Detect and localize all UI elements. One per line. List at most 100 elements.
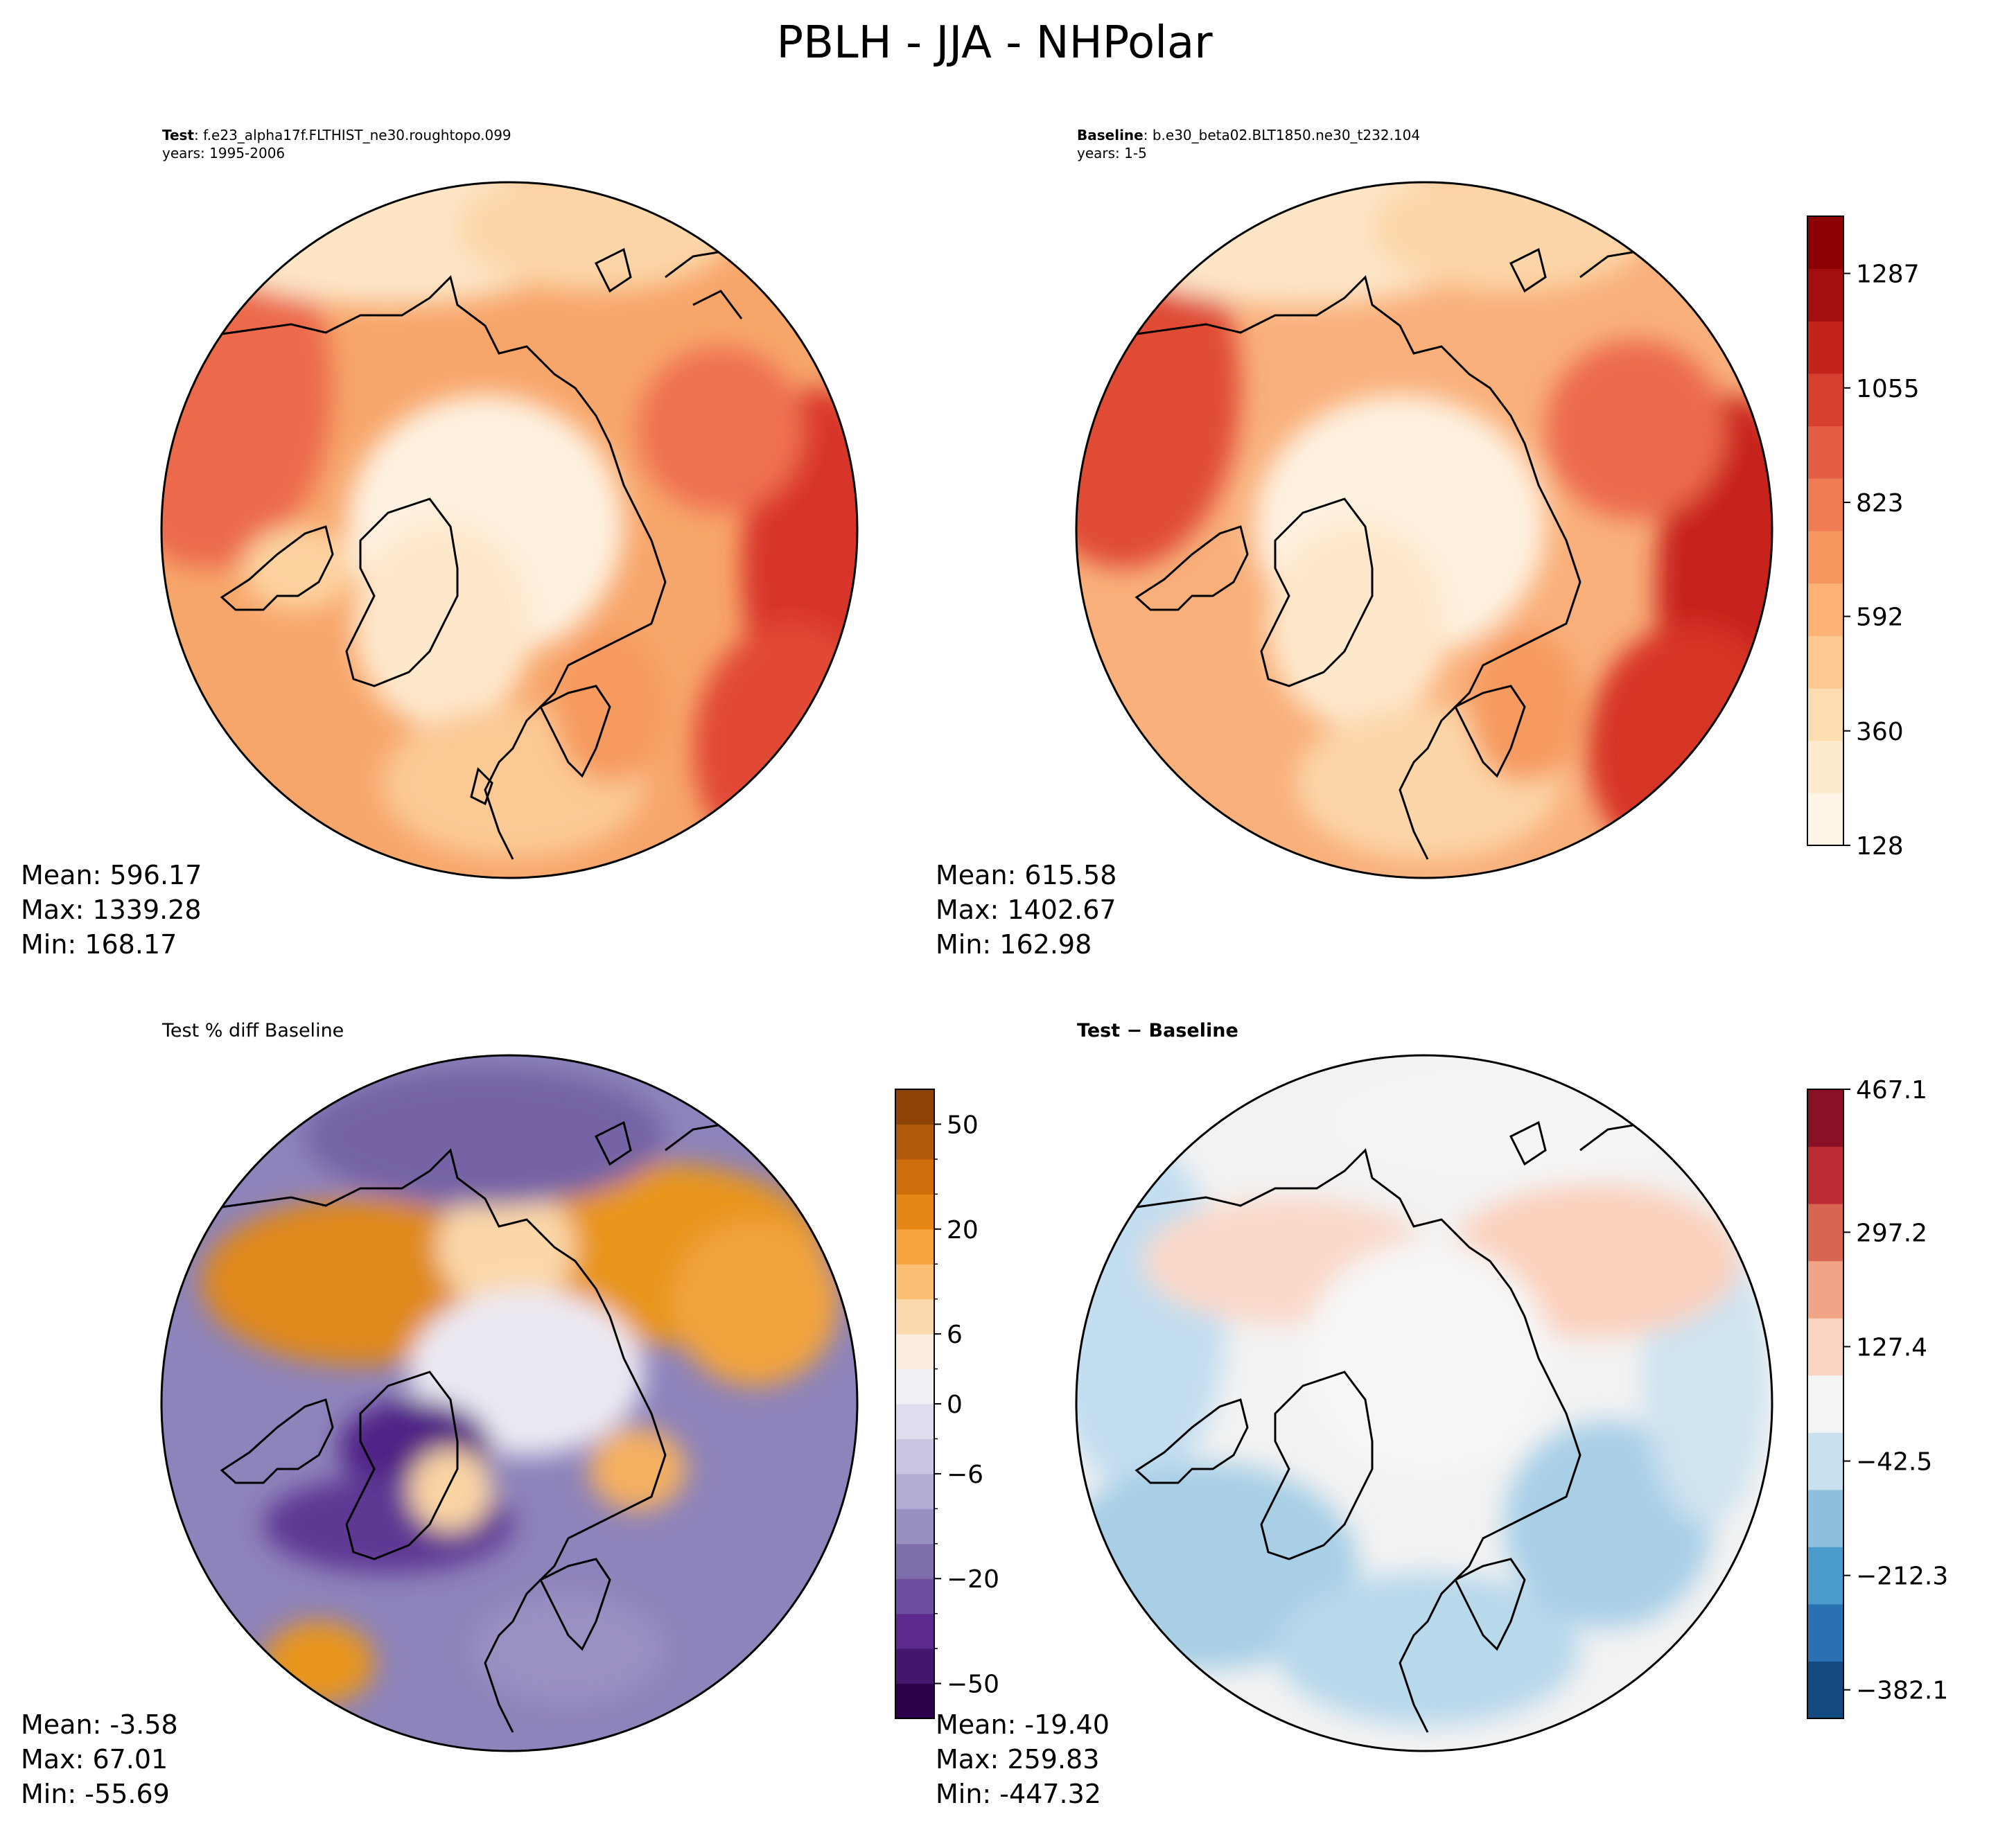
puor-colorbar-tick-label: 6: [947, 1321, 963, 1349]
orrd-colorbar-tick-label: 823: [1856, 489, 1904, 518]
test-field: [161, 182, 857, 873]
rdbu-colorbar-swatch: [1807, 1146, 1843, 1204]
rdbu-colorbar-tick-label: 467.1: [1856, 1076, 1927, 1105]
orrd-colorbar-frame: [1807, 215, 1844, 846]
test-label-bold: Test: [162, 127, 195, 143]
puor-colorbar-swatch: [895, 1508, 934, 1545]
baseline-subtitle: Baseline: b.e30_beta02.BLT1850.ne30_t232…: [1077, 126, 1420, 162]
puor-colorbar-tick-label: 50: [947, 1111, 979, 1139]
rdbu-colorbar-swatch: [1807, 1375, 1843, 1433]
orrd-colorbar-swatch: [1807, 531, 1843, 584]
rdbu-colorbar-swatch: [1807, 1318, 1843, 1376]
figure-title: PBLH - JJA - NHPolar: [776, 17, 1213, 69]
orrd-colorbar-swatch: [1807, 688, 1843, 741]
rdbu-colorbar-frame: [1807, 1089, 1844, 1719]
rdbu-colorbar-swatch: [1807, 1547, 1843, 1605]
orrd-colorbar: 128 360 592 823 1055 1287: [1807, 215, 1920, 861]
puor-colorbar-tick-label: 0: [947, 1391, 963, 1419]
diff-stats: Mean: -19.40 Max: 259.83 Min: -447.32: [936, 1707, 1110, 1811]
rdbu-colorbar-swatch: [1807, 1260, 1843, 1319]
puor-colorbar-tick-label: −6: [947, 1461, 983, 1489]
rdbu-colorbar-swatch: [1807, 1661, 1843, 1719]
orrd-colorbar-tick-label: 360: [1856, 718, 1904, 746]
rdbu-colorbar-tick-label: −42.5: [1856, 1448, 1932, 1477]
orrd-colorbar-swatch: [1807, 740, 1843, 793]
orrd-colorbar-tick-label: 1287: [1856, 261, 1920, 289]
puor-colorbar-tick-label: −50: [947, 1671, 999, 1699]
test-map-border: [160, 181, 859, 879]
puor-colorbar-swatch: [895, 1438, 934, 1475]
puor-colorbar-swatch: [895, 1124, 934, 1160]
baseline-stats: Mean: 615.58 Max: 1402.67 Min: 162.98: [936, 858, 1116, 962]
puor-colorbar-swatch: [895, 1194, 934, 1230]
orrd-colorbar-swatch: [1807, 583, 1843, 636]
rdbu-colorbar-tick-label: 297.2: [1856, 1219, 1927, 1247]
pct-diff-coastlines: [220, 1120, 763, 1733]
diff-map: [1075, 1054, 1773, 1752]
orrd-colorbar-swatch: [1807, 373, 1843, 427]
baseline-max: Max: 1402.67: [936, 895, 1116, 925]
diff-min: Min: -447.32: [936, 1779, 1101, 1809]
orrd-colorbar-swatch: [1807, 478, 1843, 531]
diff-field: [1076, 1067, 1767, 1725]
puor-colorbar-swatch: [895, 1543, 934, 1579]
pct-diff-map-border: [160, 1054, 859, 1752]
pct-diff-mean: Mean: -3.58: [21, 1709, 178, 1740]
puor-colorbar-swatch: [895, 1089, 934, 1125]
test-subtitle: Test: f.e23_alpha17f.FLTHIST_ne30.rought…: [162, 126, 511, 162]
test-stats: Mean: 596.17 Max: 1339.28 Min: 168.17: [21, 858, 202, 962]
test-case-name: : f.e23_alpha17f.FLTHIST_ne30.roughtopo.…: [194, 127, 511, 143]
diff-mean: Mean: -19.40: [936, 1709, 1110, 1740]
baseline-years: years: 1-5: [1077, 145, 1147, 161]
rdbu-colorbar-swatch: [1807, 1489, 1843, 1547]
baseline-field: [1076, 182, 1772, 873]
orrd-colorbar-tick-label: 128: [1856, 832, 1904, 861]
pct-diff-field: [201, 1067, 839, 1705]
diff-coastlines: [1134, 1120, 1678, 1733]
test-mean: Mean: 596.17: [21, 860, 202, 890]
rdbu-colorbar-swatch: [1807, 1432, 1843, 1490]
baseline-map: [1075, 181, 1773, 879]
baseline-mean: Mean: 615.58: [936, 860, 1117, 890]
puor-colorbar-swatch: [895, 1404, 934, 1439]
puor-colorbar-swatch: [895, 1578, 934, 1614]
baseline-map-border: [1075, 181, 1773, 879]
test-max: Max: 1339.28: [21, 895, 202, 925]
pct-diff-map: [160, 1054, 859, 1752]
puor-colorbar-swatch: [895, 1299, 934, 1335]
baseline-label-bold: Baseline: [1077, 127, 1144, 143]
puor-colorbar-swatch: [895, 1683, 934, 1719]
baseline-coastlines: [1134, 247, 1678, 860]
diff-map-border: [1075, 1054, 1773, 1752]
diff-title: Test − Baseline: [1077, 1020, 1238, 1041]
puor-colorbar-tick-label: 20: [947, 1216, 979, 1244]
rdbu-colorbar-swatch: [1807, 1603, 1843, 1662]
puor-colorbar-swatch: [895, 1473, 934, 1509]
test-map: [160, 181, 859, 879]
baseline-min: Min: 162.98: [936, 929, 1092, 960]
orrd-colorbar-tick-label: 1055: [1856, 375, 1920, 403]
orrd-colorbar-swatch: [1807, 216, 1843, 270]
rdbu-colorbar-swatch: [1807, 1204, 1843, 1262]
rdbu-colorbar-tick-label: 127.4: [1856, 1333, 1927, 1362]
puor-colorbar-swatch: [895, 1264, 934, 1300]
orrd-colorbar-swatch: [1807, 635, 1843, 689]
rdbu-colorbar-tick-label: −212.3: [1856, 1563, 1948, 1591]
test-coastlines: [220, 247, 763, 860]
puor-colorbar-swatch: [895, 1159, 934, 1195]
puor-colorbar-tick-label: −20: [947, 1565, 999, 1594]
pct-diff-title: Test % diff Baseline: [162, 1020, 344, 1041]
orrd-colorbar-swatch: [1807, 268, 1843, 322]
puor-colorbar: −50 −20 −6 0 6 20 50: [895, 1089, 999, 1719]
pct-diff-stats: Mean: -3.58 Max: 67.01 Min: -55.69: [21, 1707, 178, 1811]
test-years: years: 1995-2006: [162, 145, 286, 161]
puor-colorbar-swatch: [895, 1369, 934, 1405]
puor-colorbar-swatch: [895, 1334, 934, 1370]
rdbu-colorbar-tick-label: −382.1: [1856, 1677, 1948, 1705]
rdbu-colorbar-swatch: [1807, 1089, 1843, 1147]
pct-diff-min: Min: -55.69: [21, 1779, 170, 1809]
puor-colorbar-swatch: [895, 1229, 934, 1265]
baseline-case-name: : b.e30_beta02.BLT1850.ne30_t232.104: [1143, 127, 1421, 143]
orrd-colorbar-tick-label: 592: [1856, 604, 1904, 632]
